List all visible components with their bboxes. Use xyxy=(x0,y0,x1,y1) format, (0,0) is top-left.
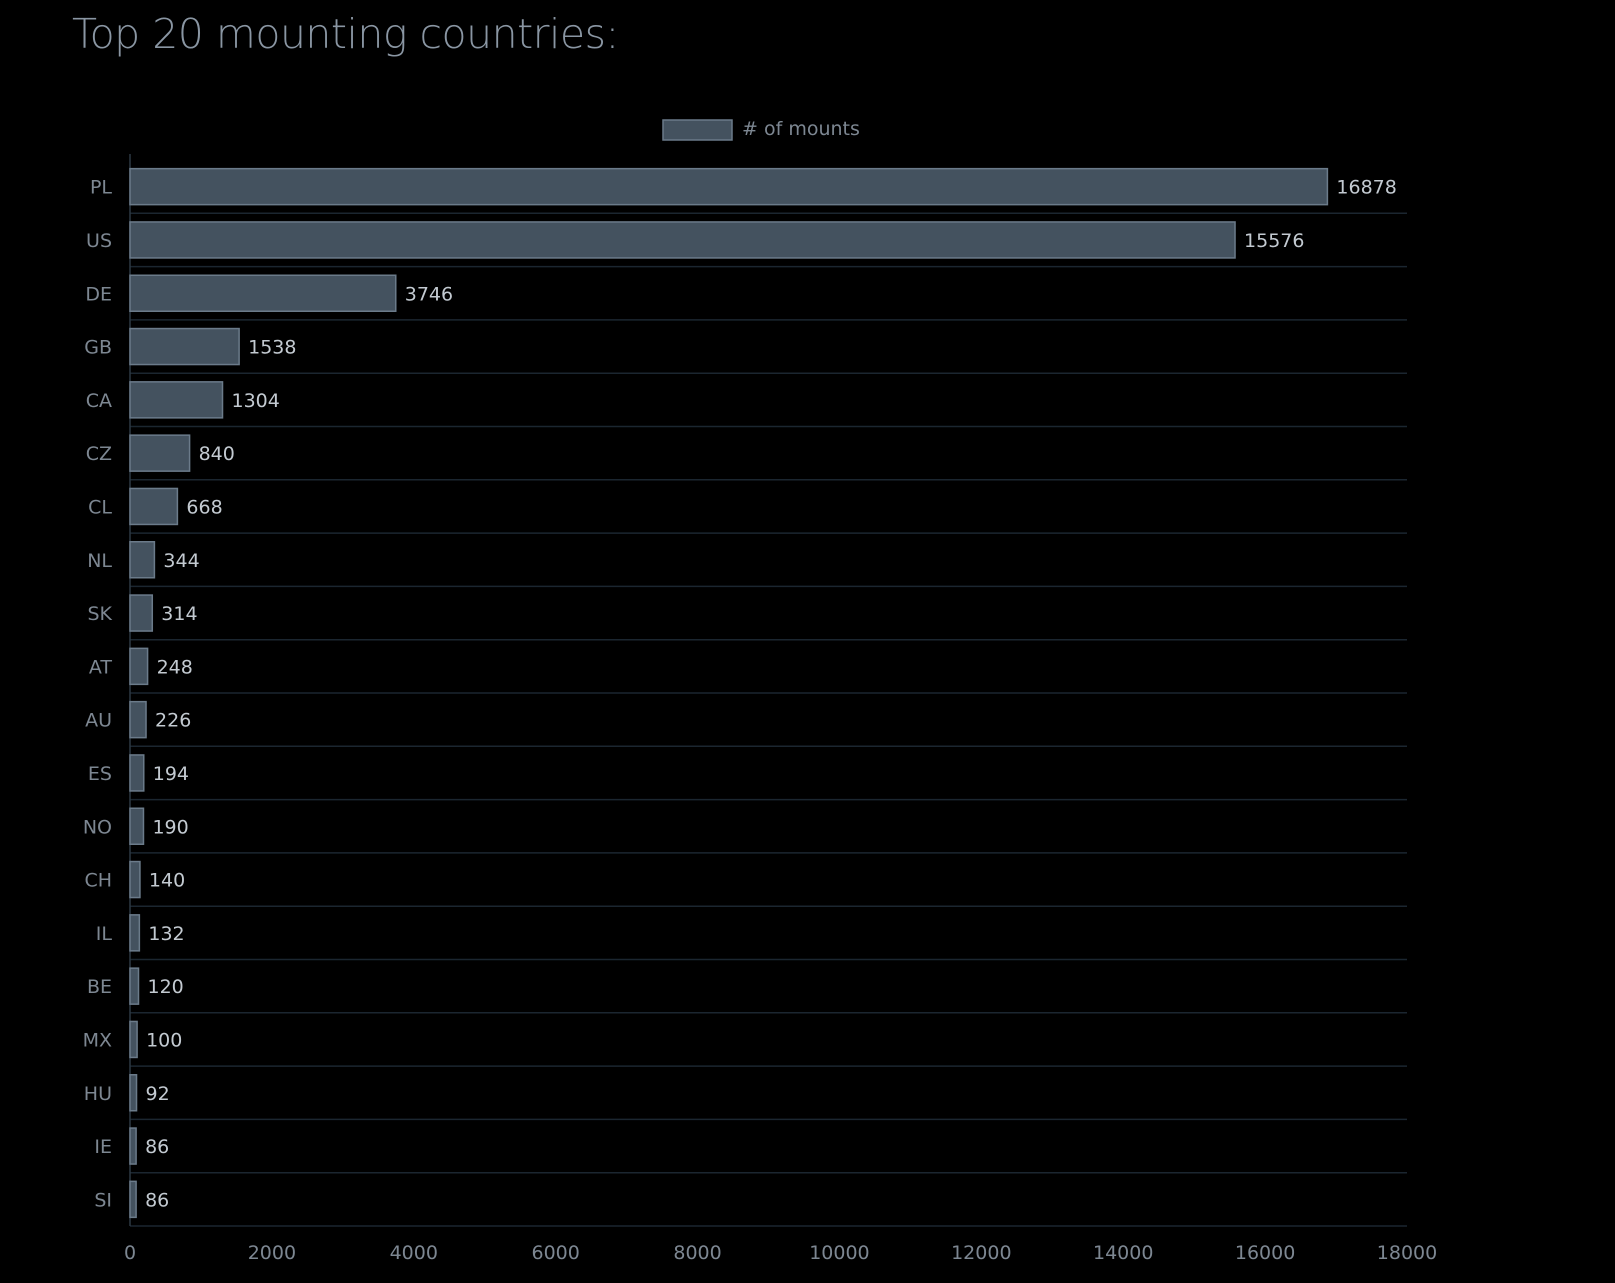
bar-at[interactable] xyxy=(129,647,149,686)
category-label-at: AT xyxy=(89,656,113,678)
category-label-es: ES xyxy=(88,763,112,785)
value-label-si: 86 xyxy=(145,1189,169,1211)
value-label-no: 190 xyxy=(152,816,188,838)
value-label-nl: 344 xyxy=(163,550,199,572)
category-label-au: AU xyxy=(85,710,112,732)
bar-cl[interactable] xyxy=(129,487,179,526)
value-labels: 16878 15576 3746 1538 1304 840 668 344 314 248 226… xyxy=(145,177,1397,1212)
bar-pl[interactable] xyxy=(129,167,1329,206)
category-label-il: IL xyxy=(96,923,113,945)
x-tick-label: 10000 xyxy=(809,1242,869,1264)
value-label-sk: 314 xyxy=(161,603,197,625)
category-label-ca: CA xyxy=(86,390,112,412)
category-label-mx: MX xyxy=(83,1029,112,1051)
category-label-ch: CH xyxy=(84,870,112,892)
category-label-hu: HU xyxy=(84,1083,112,1105)
value-label-il: 132 xyxy=(148,923,184,945)
value-label-de: 3746 xyxy=(405,283,453,305)
bars xyxy=(129,167,1329,1219)
bar-il[interactable] xyxy=(129,914,141,952)
category-labels: PL US DE GB CA CZ CL NL SK AT AU ES NO CH IL BE MX HU IE SI xyxy=(83,177,113,1212)
value-label-hu: 92 xyxy=(146,1083,170,1105)
legend[interactable]: # of mounts xyxy=(662,118,860,141)
category-label-ie: IE xyxy=(94,1136,112,1158)
category-label-cz: CZ xyxy=(86,443,112,465)
category-label-de: DE xyxy=(85,283,112,305)
grid-lines xyxy=(129,154,1407,1227)
category-label-cl: CL xyxy=(88,496,112,518)
value-label-es: 194 xyxy=(153,763,189,785)
bar-au[interactable] xyxy=(129,700,147,739)
value-label-be: 120 xyxy=(148,976,184,998)
category-label-us: US xyxy=(86,230,112,252)
bar-ch[interactable] xyxy=(129,860,141,899)
value-label-ch: 140 xyxy=(149,870,185,892)
x-tick-label: 18000 xyxy=(1377,1242,1437,1264)
x-tick-label: 8000 xyxy=(673,1242,721,1264)
bar-ca[interactable] xyxy=(129,381,224,419)
x-tick-label: 2000 xyxy=(248,1242,296,1264)
legend-swatch[interactable] xyxy=(662,119,733,141)
bar-be[interactable] xyxy=(129,967,140,1005)
bar-mx[interactable] xyxy=(129,1020,138,1059)
category-label-si: SI xyxy=(94,1189,112,1211)
bar-us[interactable] xyxy=(129,221,1236,259)
x-tick-label: 6000 xyxy=(531,1242,579,1264)
x-tick-label: 16000 xyxy=(1235,1242,1295,1264)
value-label-us: 15576 xyxy=(1244,230,1304,252)
bar-ie[interactable] xyxy=(129,1127,137,1165)
x-tick-label: 14000 xyxy=(1093,1242,1153,1264)
bar-sk[interactable] xyxy=(129,594,154,632)
x-tick-label: 12000 xyxy=(951,1242,1011,1264)
value-label-cl: 668 xyxy=(186,496,222,518)
bar-nl[interactable] xyxy=(129,541,156,579)
x-tick-label: 4000 xyxy=(390,1242,438,1264)
value-label-pl: 16878 xyxy=(1336,177,1396,199)
bar-cz[interactable] xyxy=(129,434,191,472)
value-label-cz: 840 xyxy=(199,443,235,465)
bar-de[interactable] xyxy=(129,274,397,312)
x-tick-label: 0 xyxy=(124,1242,136,1264)
category-label-be: BE xyxy=(87,976,112,998)
bar-es[interactable] xyxy=(129,754,145,792)
category-label-no: NO xyxy=(83,816,112,838)
value-label-mx: 100 xyxy=(146,1029,182,1051)
x-axis-ticks: 0 2000 4000 6000 8000 10000 12000 14000 16000 180… xyxy=(124,1242,1437,1264)
legend-label[interactable]: # of mounts xyxy=(742,118,860,140)
bar-no[interactable] xyxy=(129,807,145,845)
value-label-gb: 1538 xyxy=(248,337,296,359)
value-label-at: 248 xyxy=(157,656,193,678)
value-label-au: 226 xyxy=(155,710,191,732)
category-label-sk: SK xyxy=(87,603,112,625)
category-label-pl: PL xyxy=(90,177,112,199)
bar-hu[interactable] xyxy=(129,1074,138,1112)
category-label-nl: NL xyxy=(87,550,112,572)
category-label-gb: GB xyxy=(84,337,112,359)
bar-gb[interactable] xyxy=(129,327,240,366)
page-title: Top 20 mounting countries: xyxy=(72,10,619,58)
value-label-ca: 1304 xyxy=(232,390,280,412)
value-label-ie: 86 xyxy=(145,1136,169,1158)
bar-si[interactable] xyxy=(129,1180,137,1219)
